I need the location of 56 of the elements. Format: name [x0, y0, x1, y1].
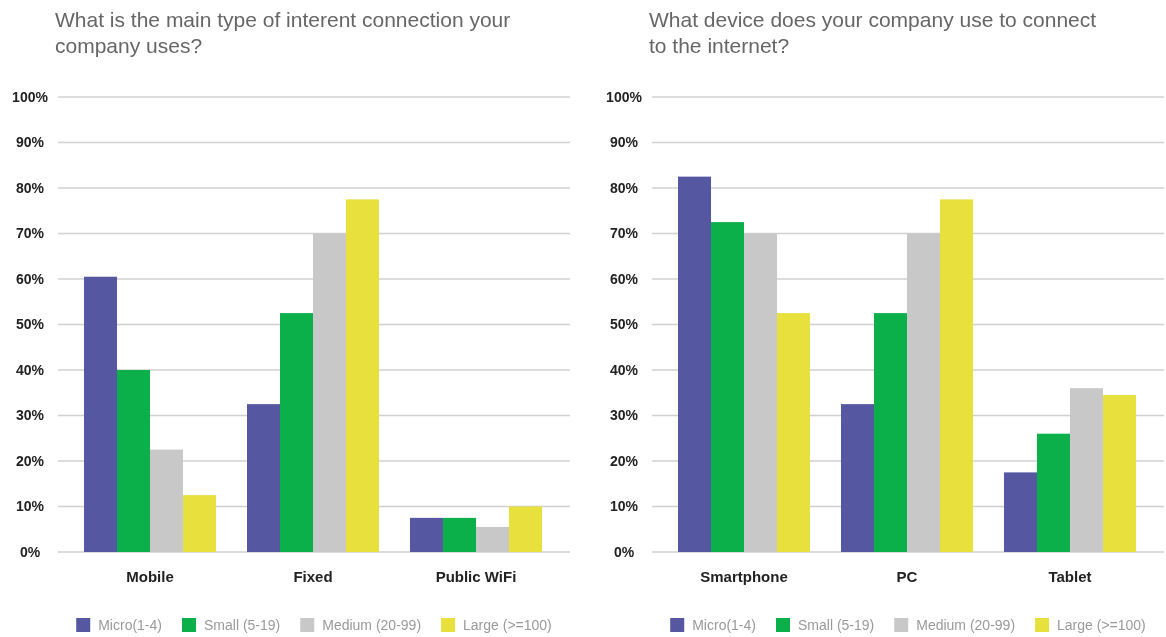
- bar: [509, 506, 542, 552]
- legend-label: Small (5-19): [798, 616, 875, 633]
- bar: [346, 199, 380, 552]
- x-tick-label: Smartphone: [700, 568, 788, 586]
- bar: [280, 313, 313, 552]
- bar: [442, 517, 476, 552]
- bar: [678, 176, 712, 552]
- y-tick-label: 40%: [15, 361, 45, 378]
- legend-label: Large (>=100): [1057, 616, 1146, 633]
- y-tick-label: 30%: [609, 407, 639, 424]
- y-tick-label: 70%: [15, 225, 45, 242]
- legend-label: Large (>=100): [463, 616, 552, 633]
- x-tick-label: Mobile: [126, 568, 174, 586]
- bar: [409, 517, 443, 552]
- x-tick-label: Tablet: [1048, 568, 1092, 586]
- y-tick-label: 10%: [609, 498, 639, 515]
- y-tick-label: 60%: [609, 270, 639, 287]
- x-tick-label: Fixed: [293, 568, 333, 586]
- y-tick-label: 20%: [15, 452, 45, 469]
- legend-label: Micro(1-4): [692, 616, 756, 633]
- bar: [777, 313, 811, 552]
- bar: [246, 404, 280, 552]
- y-tick-label: 100%: [12, 88, 49, 105]
- bar: [940, 199, 974, 552]
- bar: [1036, 433, 1070, 552]
- y-tick-label: 90%: [15, 134, 45, 151]
- y-tick-label: 30%: [15, 407, 45, 424]
- legend-label: Medium (20-99): [916, 616, 1016, 633]
- y-tick-label: 0%: [19, 543, 41, 560]
- bar: [711, 222, 745, 552]
- x-tick-label: Public WiFi: [435, 568, 517, 586]
- bar: [1102, 395, 1136, 552]
- y-tick-label: 40%: [609, 361, 639, 378]
- y-tick-label: 90%: [609, 134, 639, 151]
- y-tick-label: 20%: [609, 452, 639, 469]
- legend-label: Medium (20-99): [322, 616, 422, 633]
- legend-label: Micro(1-4): [98, 616, 162, 633]
- y-tick-label: 80%: [609, 179, 639, 196]
- chart-title: What device does your company use to connect to the internet?: [649, 8, 1097, 57]
- y-tick-label: 100%: [606, 88, 643, 105]
- y-tick-label: 70%: [609, 225, 639, 242]
- bar: [183, 495, 217, 552]
- bar: [117, 370, 151, 552]
- bar: [874, 313, 907, 552]
- y-tick-label: 0%: [613, 543, 635, 560]
- legend-label: Small (5-19): [204, 616, 281, 633]
- y-tick-label: 50%: [609, 316, 639, 333]
- y-tick-label: 80%: [15, 179, 45, 196]
- bar: [84, 276, 118, 552]
- y-tick-label: 50%: [15, 316, 45, 333]
- x-tick-label: PC: [896, 568, 918, 586]
- bar: [1003, 472, 1037, 552]
- y-tick-label: 10%: [15, 498, 45, 515]
- y-tick-label: 60%: [15, 270, 45, 287]
- chart-title: What is the main type of interent connection your company uses?: [55, 8, 511, 57]
- bar: [840, 404, 874, 552]
